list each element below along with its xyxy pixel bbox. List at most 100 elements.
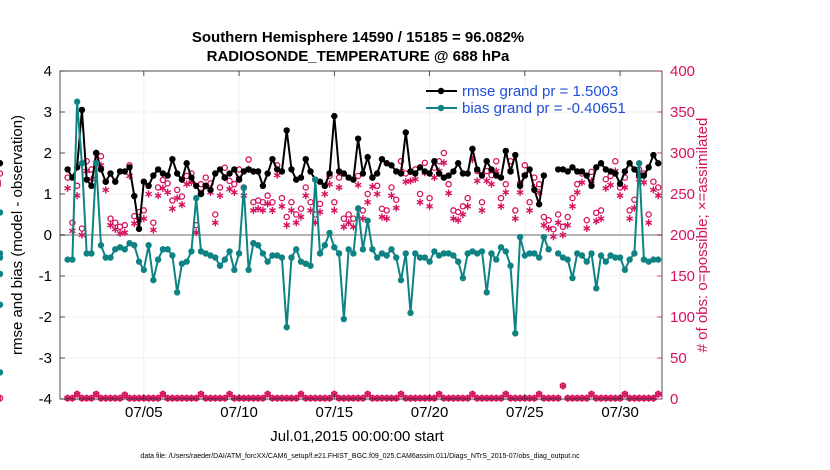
assimilated-marker-stroke bbox=[268, 207, 276, 213]
assimilated-marker-stroke bbox=[168, 206, 176, 212]
assimilated-obs-marker bbox=[378, 213, 386, 221]
bias-point bbox=[340, 315, 348, 323]
bias-point bbox=[159, 246, 167, 253]
possible-obs-marker bbox=[340, 215, 348, 222]
assimilated-marker-stroke bbox=[159, 185, 167, 191]
rmse-point bbox=[416, 164, 424, 171]
rmse-point bbox=[212, 170, 219, 177]
possible-obs-marker bbox=[416, 190, 424, 198]
chart-title-line1: Southern Hemisphere 14590 / 15185 = 96.0… bbox=[192, 29, 524, 46]
assimilated-obs-marker bbox=[411, 175, 419, 183]
assimilated-obs-marker-low bbox=[264, 390, 272, 398]
bias-point bbox=[0, 301, 4, 308]
rmse-point bbox=[645, 164, 652, 171]
rmse-point bbox=[188, 174, 195, 181]
rmse-point bbox=[593, 164, 600, 171]
rmse-point bbox=[612, 170, 619, 177]
assimilated-obs-marker bbox=[368, 183, 376, 191]
rmse-point bbox=[112, 178, 119, 185]
bias-point bbox=[569, 274, 576, 282]
bias-point bbox=[0, 270, 4, 278]
rmse-point bbox=[269, 155, 276, 163]
y-left-tick-label: -3 bbox=[39, 350, 52, 367]
bias-point bbox=[145, 242, 152, 249]
bias-point bbox=[183, 258, 190, 265]
assimilated-obs-marker bbox=[145, 190, 153, 198]
possible-obs-marker bbox=[345, 211, 352, 218]
assimilated-marker-stroke bbox=[649, 187, 657, 193]
assimilated-marker-stroke bbox=[554, 220, 562, 226]
possible-obs-marker bbox=[350, 215, 357, 222]
assimilated-marker-stroke bbox=[473, 178, 481, 184]
rmse-point bbox=[502, 147, 509, 155]
possible-obs-marker bbox=[283, 213, 290, 221]
assimilated-marker-stroke bbox=[388, 193, 395, 199]
rmse-point bbox=[216, 166, 224, 173]
assimilated-obs-marker bbox=[340, 223, 348, 231]
rmse-point bbox=[426, 170, 433, 177]
assimilated-obs-marker-low bbox=[159, 390, 167, 398]
assimilated-obs-marker bbox=[111, 225, 119, 233]
assimilated-obs-marker bbox=[216, 192, 224, 200]
rmse-point bbox=[226, 170, 233, 177]
possible-obs-marker bbox=[612, 157, 619, 165]
assimilated-obs-marker-low bbox=[397, 390, 405, 398]
bias-point bbox=[483, 289, 490, 296]
bias-point bbox=[478, 248, 486, 255]
rmse-point bbox=[616, 180, 624, 187]
rmse-point bbox=[621, 168, 629, 175]
bias-point bbox=[583, 258, 590, 265]
y-left-tick-label: 0 bbox=[44, 227, 52, 244]
bias-point bbox=[588, 250, 595, 257]
assimilated-marker-stroke bbox=[107, 222, 114, 228]
assimilated-marker-stroke bbox=[602, 185, 610, 191]
rmse-point bbox=[354, 135, 362, 142]
rmse-point bbox=[650, 151, 657, 159]
rmse-point bbox=[531, 186, 538, 194]
assimilated-obs-marker-low bbox=[535, 390, 543, 398]
assimilated-marker-stroke bbox=[588, 391, 595, 397]
assimilated-obs-marker bbox=[564, 221, 572, 229]
bias-point bbox=[497, 244, 505, 251]
bias-point bbox=[259, 250, 267, 257]
bias-point bbox=[321, 242, 329, 249]
y-right-tick-label: 200 bbox=[670, 227, 695, 244]
bias-point bbox=[235, 250, 243, 257]
assimilated-obs-marker bbox=[78, 231, 86, 239]
bias-point bbox=[650, 256, 657, 263]
assimilated-marker-stroke bbox=[278, 203, 286, 209]
bias-point bbox=[121, 246, 128, 253]
possible-obs-marker bbox=[654, 184, 662, 191]
rmse-point bbox=[88, 182, 95, 189]
y-right-tick-label: 0 bbox=[670, 391, 678, 408]
assimilated-marker-stroke bbox=[535, 391, 543, 397]
rmse-point bbox=[350, 176, 357, 183]
assimilated-marker-stroke bbox=[454, 217, 462, 223]
assimilated-marker-stroke bbox=[564, 222, 572, 228]
bias-point bbox=[354, 205, 362, 212]
bias-point bbox=[97, 242, 105, 249]
bias-line bbox=[557, 162, 659, 290]
assimilated-obs-marker bbox=[140, 215, 148, 223]
rmse-point bbox=[231, 166, 238, 173]
possible-obs-marker bbox=[297, 205, 305, 213]
rmse-point bbox=[297, 174, 305, 181]
assimilated-obs-marker bbox=[464, 202, 472, 210]
assimilated-marker-stroke bbox=[173, 195, 181, 201]
rmse-point bbox=[131, 192, 138, 200]
assimilated-obs-marker bbox=[268, 206, 276, 214]
rmse-point bbox=[340, 170, 348, 177]
assimilated-obs-marker-low bbox=[588, 390, 595, 398]
rmse-point bbox=[135, 225, 143, 233]
rmse-point bbox=[583, 172, 590, 179]
rmse-point bbox=[369, 174, 376, 181]
assimilated-obs-marker bbox=[287, 206, 295, 214]
possible-obs-marker bbox=[111, 219, 119, 226]
assimilated-obs-marker bbox=[578, 178, 586, 187]
assimilated-marker-stroke bbox=[121, 230, 129, 235]
rmse-point bbox=[597, 160, 605, 167]
assimilated-obs-marker bbox=[107, 221, 114, 229]
assimilated-marker-stroke bbox=[416, 199, 424, 205]
bias-point bbox=[226, 248, 233, 255]
possible-obs-marker bbox=[278, 194, 286, 202]
